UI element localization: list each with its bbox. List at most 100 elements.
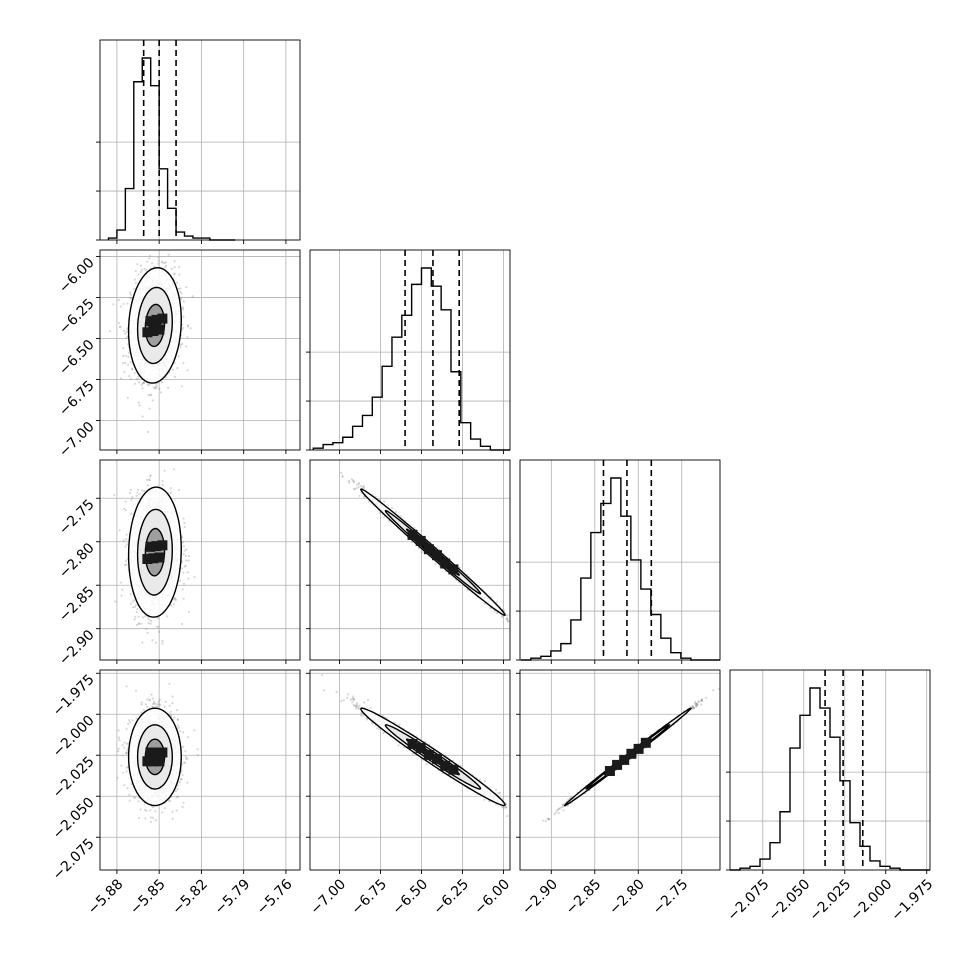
scatter-point bbox=[142, 616, 144, 618]
scatter-point bbox=[130, 513, 132, 515]
x-tick-label: −2.025 bbox=[806, 876, 854, 924]
scatter-point bbox=[120, 595, 122, 597]
scatter-point bbox=[126, 302, 128, 304]
scatter-point bbox=[166, 615, 168, 617]
scatter-point bbox=[164, 246, 166, 248]
scatter-point bbox=[157, 263, 159, 265]
histogram-step-line bbox=[108, 58, 235, 240]
scatter-point bbox=[129, 492, 131, 494]
scatter-point bbox=[193, 576, 195, 578]
scatter-point bbox=[127, 397, 129, 399]
scatter-point bbox=[182, 308, 184, 310]
scatter-point bbox=[155, 642, 157, 644]
scatter-point bbox=[124, 545, 126, 547]
scatter-point bbox=[173, 468, 175, 470]
scatter-point bbox=[176, 709, 178, 711]
scatter-point bbox=[136, 624, 138, 626]
scatter-point bbox=[134, 616, 136, 618]
scatter-point bbox=[134, 279, 136, 281]
scatter-point bbox=[118, 736, 120, 738]
scatter-point bbox=[136, 608, 138, 610]
scatter-point bbox=[136, 611, 138, 613]
scatter-point bbox=[124, 564, 126, 566]
scatter-point bbox=[125, 509, 127, 511]
scatter-point bbox=[135, 717, 137, 719]
scatter-point bbox=[120, 377, 122, 379]
scatter-point bbox=[182, 518, 184, 520]
scatter-point bbox=[173, 603, 175, 605]
scatter-point bbox=[184, 550, 186, 552]
scatter-point bbox=[141, 384, 143, 386]
scatter-point bbox=[511, 622, 513, 624]
scatter-point bbox=[507, 620, 509, 622]
scatter-point bbox=[348, 481, 350, 483]
scatter-point bbox=[173, 260, 175, 262]
scatter-point bbox=[184, 526, 186, 528]
scatter-point bbox=[421, 551, 423, 553]
scatter-point bbox=[165, 261, 167, 263]
x-tick-label: −2.050 bbox=[765, 876, 813, 924]
x-tick-label: −1.975 bbox=[888, 876, 936, 924]
scatter-point bbox=[125, 560, 127, 562]
histogram-step-line bbox=[313, 268, 510, 450]
scatter-point bbox=[150, 620, 152, 622]
scatter-point bbox=[125, 355, 127, 357]
scatter-point bbox=[119, 326, 121, 328]
scatter-point bbox=[178, 489, 180, 491]
scatter-point bbox=[127, 356, 129, 358]
scatter-point bbox=[180, 297, 182, 299]
hist-3-grid bbox=[763, 670, 927, 870]
pair-2-1-frame bbox=[310, 460, 510, 660]
scatter-point bbox=[506, 618, 508, 620]
scatter-point bbox=[125, 337, 127, 339]
scatter-point bbox=[164, 470, 166, 472]
scatter-point bbox=[148, 622, 150, 624]
scatter-point bbox=[182, 362, 184, 364]
scatter-point bbox=[183, 522, 185, 524]
y-tick-label: −6.75 bbox=[56, 378, 98, 420]
scatter-point bbox=[183, 553, 185, 555]
scatter-point bbox=[126, 543, 128, 545]
scatter-point bbox=[138, 381, 140, 383]
scatter-point bbox=[174, 273, 176, 275]
scatter-point bbox=[156, 626, 158, 628]
scatter-point bbox=[363, 485, 365, 487]
scatter-point bbox=[152, 698, 154, 700]
scatter-point bbox=[391, 507, 393, 509]
scatter-point bbox=[185, 565, 187, 567]
scatter-point bbox=[174, 376, 176, 378]
scatter-point bbox=[530, 634, 532, 636]
scatter-point bbox=[124, 362, 126, 364]
scatter-point bbox=[147, 632, 149, 634]
density-core-block bbox=[154, 553, 164, 563]
y-tick-label: −2.75 bbox=[56, 497, 98, 539]
scatter-point bbox=[141, 387, 143, 389]
scatter-point bbox=[513, 617, 515, 619]
scatter-point bbox=[516, 633, 518, 635]
scatter-point bbox=[138, 402, 140, 404]
scatter-point bbox=[180, 344, 182, 346]
y-tick-label: −2.90 bbox=[56, 627, 98, 669]
scatter-point bbox=[145, 269, 147, 271]
scatter-point bbox=[118, 322, 120, 324]
scatter-point bbox=[142, 416, 144, 418]
scatter-point bbox=[140, 265, 142, 267]
scatter-point bbox=[179, 580, 181, 582]
scatter-point bbox=[118, 299, 120, 301]
scatter-point bbox=[122, 355, 124, 357]
scatter-point bbox=[122, 754, 124, 756]
scatter-point bbox=[186, 336, 188, 338]
scatter-point bbox=[155, 385, 157, 387]
hist-3-frame bbox=[730, 670, 930, 870]
scatter-point bbox=[178, 274, 180, 276]
scatter-point bbox=[160, 391, 162, 393]
density-core-block bbox=[157, 314, 167, 324]
scatter-point bbox=[151, 262, 153, 264]
scatter-point bbox=[149, 475, 151, 477]
scatter-point bbox=[146, 479, 148, 481]
scatter-point bbox=[181, 567, 183, 569]
scatter-point bbox=[123, 303, 125, 305]
scatter-point bbox=[134, 606, 136, 608]
scatter-point bbox=[119, 529, 121, 531]
